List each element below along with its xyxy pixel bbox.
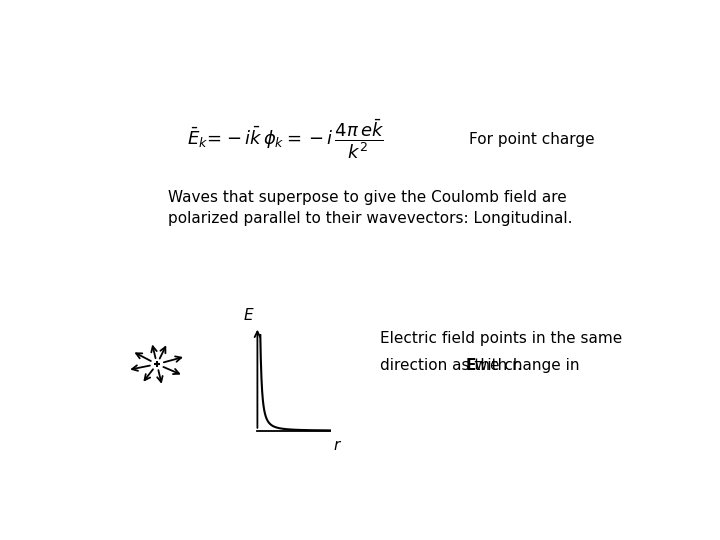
Text: Waves that superpose to give the Coulomb field are
polarized parallel to their w: Waves that superpose to give the Coulomb… <box>168 190 572 226</box>
Text: For point charge: For point charge <box>469 132 595 147</box>
Text: with r.: with r. <box>470 358 522 373</box>
Text: Electric field points in the same: Electric field points in the same <box>380 331 622 346</box>
Text: $r$: $r$ <box>333 439 342 453</box>
Text: E: E <box>466 358 477 373</box>
Text: direction as the change in: direction as the change in <box>380 358 585 373</box>
Text: $\bar{E}_k\!=\!-i\bar{k}\,\phi_k = -i\,\dfrac{4\pi\, e\bar{k}}{k^2}$: $\bar{E}_k\!=\!-i\bar{k}\,\phi_k = -i\,\… <box>186 118 384 161</box>
Text: $E$: $E$ <box>243 307 255 322</box>
